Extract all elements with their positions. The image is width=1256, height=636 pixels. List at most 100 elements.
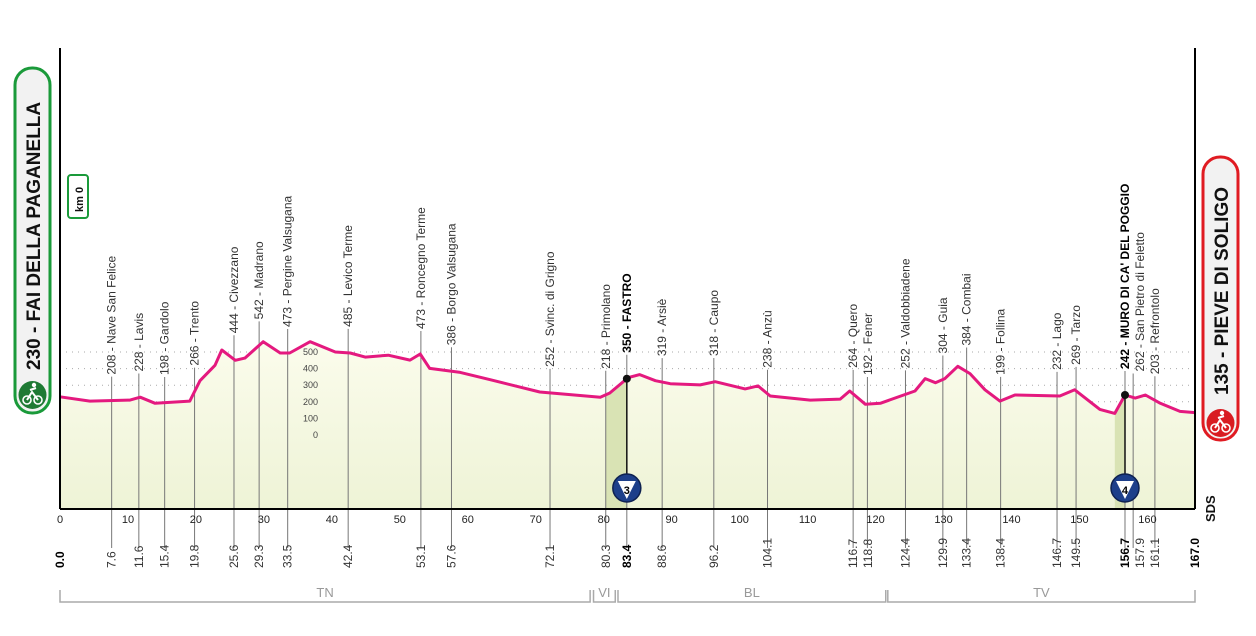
altitude-tick-label: 0 bbox=[313, 430, 318, 440]
x-tick-label: 110 bbox=[799, 514, 817, 526]
waypoint-label: 262 - San Pietro di Feletto bbox=[1133, 232, 1147, 372]
waypoint-km: 146.7 bbox=[1050, 538, 1064, 568]
province-bracket bbox=[887, 590, 1196, 603]
km-zero-badge: km 0 bbox=[74, 187, 86, 212]
climb-category-number: 3 bbox=[624, 485, 630, 497]
climb-summit-dot bbox=[622, 374, 631, 383]
waypoint-label: 198 - Gardolo bbox=[158, 301, 172, 375]
start-box: 230 - FAI DELLA PAGANELLA km 0 bbox=[13, 66, 89, 415]
waypoint-km: 42.4 bbox=[341, 544, 355, 568]
waypoint-label: 228 - Lavis bbox=[132, 313, 146, 372]
province-label: VI bbox=[598, 585, 610, 600]
waypoint-label: 485 - Levico Terme bbox=[341, 225, 355, 327]
cyclist-start-icon bbox=[18, 381, 47, 409]
province-label: TV bbox=[1033, 585, 1050, 600]
altitude-tick-label: 300 bbox=[303, 380, 318, 390]
waypoint-km: 15.4 bbox=[158, 544, 172, 568]
waypoint-km: 33.5 bbox=[281, 544, 295, 568]
waypoint-km: 25.6 bbox=[227, 544, 241, 568]
x-tick-label: 120 bbox=[866, 514, 884, 526]
x-tick-label: 150 bbox=[1070, 514, 1088, 526]
waypoint-label: 269 - Tarzo bbox=[1069, 305, 1083, 365]
waypoint-label: 266 - Trento bbox=[188, 301, 202, 366]
waypoint-label: 252 - Valdobbiadene bbox=[898, 258, 912, 368]
waypoint-label: 473 - Pergine Valsugana bbox=[281, 195, 295, 327]
waypoint-km: 156.7 bbox=[1118, 538, 1132, 568]
x-tick-label: 40 bbox=[326, 514, 338, 526]
km-axis: 0.0 7.6 11.6 15.4 19.8 25.6 29.3 33.5 42.4 53.1 57… bbox=[53, 48, 1202, 568]
waypoint-label: 350 - FASTRO bbox=[620, 273, 634, 352]
climb-category-number: 4 bbox=[1122, 485, 1129, 497]
waypoint-km: 161.1 bbox=[1148, 538, 1162, 568]
climb-summit-dot bbox=[1120, 390, 1129, 399]
climb-category-triangle bbox=[1115, 481, 1134, 499]
waypoint-label: 199 - Follina bbox=[994, 308, 1008, 374]
waypoint-km: 118.8 bbox=[861, 539, 875, 568]
waypoint-km: 53.1 bbox=[414, 544, 428, 568]
province-label: TN bbox=[316, 585, 333, 600]
x-tick-label: 60 bbox=[462, 514, 474, 526]
altitude-tick-label: 400 bbox=[303, 364, 318, 374]
x-tick-label: 130 bbox=[934, 514, 952, 526]
waypoint-label: 264 - Quero bbox=[846, 304, 860, 368]
province-bracket bbox=[617, 590, 887, 603]
x-tick-label: 0 bbox=[57, 514, 63, 526]
start-label: 230 - FAI DELLA PAGANELLA bbox=[24, 102, 45, 370]
waypoint-km: 167.0 bbox=[1188, 538, 1202, 568]
waypoint-label: 444 - Civezzano bbox=[227, 246, 241, 333]
finish-label: 135 - PIEVE DI SOLIGO bbox=[1212, 187, 1233, 395]
waypoint-label: 473 - Roncegno Terme bbox=[414, 207, 428, 329]
cyclist-finish-icon bbox=[1206, 409, 1235, 437]
waypoint-km: 104.1 bbox=[761, 538, 775, 568]
waypoint-label: 304 - Guia bbox=[936, 297, 950, 353]
waypoint-km: 138.4 bbox=[994, 538, 1008, 568]
waypoint-label: 238 - Anzù bbox=[761, 310, 775, 367]
waypoint-label: 542 - Madrano bbox=[252, 241, 266, 319]
x-tick-label: 160 bbox=[1138, 514, 1156, 526]
waypoint-label: 208 - Nave San Felice bbox=[105, 256, 119, 375]
waypoint-km: 72.1 bbox=[543, 544, 557, 568]
finish-box: 135 - PIEVE DI SOLIGO bbox=[1201, 155, 1240, 442]
x-tick-label: 100 bbox=[730, 514, 748, 526]
waypoint-km: 116.7 bbox=[846, 539, 860, 568]
x-tick-label: 20 bbox=[190, 514, 202, 526]
altitude-tick-label: 200 bbox=[303, 397, 318, 407]
waypoint-label: 232 - Lago bbox=[1050, 312, 1064, 370]
province-brackets: TN VI BL TV bbox=[59, 585, 1196, 603]
waypoint-km: 133.4 bbox=[960, 538, 974, 568]
waypoint-km: 0.0 bbox=[53, 551, 67, 568]
waypoint-km: 80.3 bbox=[599, 544, 613, 568]
waypoint-km: 11.6 bbox=[132, 545, 146, 568]
waypoint-km: 19.8 bbox=[188, 544, 202, 568]
waypoint-label: 218 - Primolano bbox=[599, 284, 613, 369]
waypoint-label: 319 - Arsiè bbox=[655, 298, 669, 356]
profile-line-group bbox=[59, 340, 1196, 415]
waypoint-labels: 208 - Nave San Felice 228 - Lavis 198 - Ga… bbox=[105, 184, 1162, 375]
waypoint-label: 242 - MURO DI CA' DEL POGGIO bbox=[1118, 184, 1132, 369]
waypoint-km: 124.4 bbox=[898, 538, 912, 568]
waypoint-km: 157.9 bbox=[1133, 538, 1147, 568]
waypoint-km: 29.3 bbox=[252, 544, 266, 568]
x-tick-label: 80 bbox=[598, 514, 610, 526]
waypoint-km: 88.6 bbox=[655, 544, 669, 568]
x-tick-label: 30 bbox=[258, 514, 270, 526]
altitude-scale: 0 100 200 300 400 500 bbox=[303, 347, 318, 440]
sds-logo: SDS bbox=[1203, 495, 1218, 522]
waypoint-km: 149.5 bbox=[1069, 538, 1083, 568]
altitude-tick-label: 500 bbox=[303, 347, 318, 357]
waypoint-label: 318 - Caupo bbox=[707, 290, 721, 356]
x-tick-label: 70 bbox=[530, 514, 542, 526]
province-bracket bbox=[592, 590, 617, 603]
waypoint-label: 252 - Svinc. di Grigno bbox=[543, 251, 557, 367]
waypoint-label: 203 - Refrontolo bbox=[1148, 288, 1162, 374]
climb-category-triangle bbox=[617, 481, 636, 499]
x-tick-label: 50 bbox=[394, 514, 406, 526]
x-tick-label: 10 bbox=[122, 514, 134, 526]
waypoint-label: 192 - Fener bbox=[861, 313, 875, 375]
waypoint-km: 83.4 bbox=[620, 544, 634, 568]
waypoint-km: 96.2 bbox=[707, 544, 721, 568]
province-label: BL bbox=[744, 585, 760, 600]
province-bracket bbox=[59, 590, 591, 603]
altitude-tick-label: 100 bbox=[303, 413, 318, 423]
